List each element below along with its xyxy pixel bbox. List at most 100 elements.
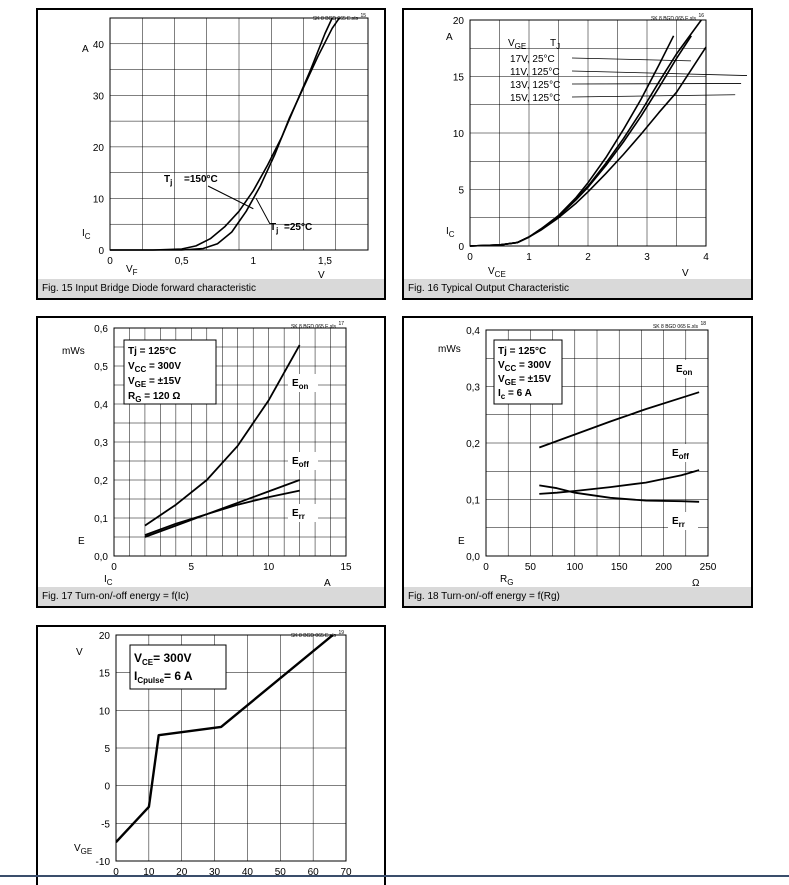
condition-1: Tj = 125°C: [498, 346, 546, 357]
x-tick-label: 10: [263, 562, 275, 573]
series-line-2: [110, 17, 340, 251]
y-unit-label: mWs: [62, 346, 85, 357]
chart-fig19: 0 10 20 30 40 50 60 70 -10 -5 0 5 10 15 20 SK 8 BGD 065…: [74, 630, 352, 878]
series-label-bg: [668, 512, 698, 530]
x-tick-label: 0,5: [175, 256, 189, 267]
y-tick-label: 0,2: [94, 476, 108, 487]
x-unit-label: V: [318, 270, 325, 280]
y-tick-label: 10: [453, 129, 465, 140]
x-tick-label: 50: [275, 867, 287, 878]
y-tick-label: 0,0: [466, 552, 480, 563]
source-label: SK 8 BGD 065 E.xls: [313, 16, 359, 22]
x-unit-label: A: [324, 578, 331, 588]
y-tick-label: 20: [99, 631, 111, 642]
series-label-2-value: =25°C: [284, 222, 312, 233]
y-tick-label: -5: [101, 819, 110, 830]
legend-row-4: 15V, 125°C: [510, 93, 560, 104]
chart-fig18: 0 50 100 150 200 250 0,0 0,1 0,2 0,3 0,4 SK 8 BGD 0…: [438, 321, 717, 588]
x-axis-label: IC: [104, 574, 113, 587]
series-line-1: [110, 17, 333, 251]
condition-3: VGE = ±15V: [128, 376, 181, 389]
condition-4: RG = 120 Ω: [128, 391, 180, 404]
y-axis-label: IC: [82, 228, 91, 241]
chart-panel-fig17: 0 5 10 15 0,0 0,1 0,2 0,3 0,4 0,5 0,6 SK 8 BGD 065 …: [36, 316, 386, 608]
legend-leader-4: [571, 94, 736, 98]
condition-2: VCC = 300V: [498, 360, 551, 373]
x-tick-label: 40: [242, 867, 254, 878]
x-tick-label: 30: [209, 867, 221, 878]
series-label-bg: [288, 504, 318, 522]
series-label-3: Err: [672, 516, 685, 529]
y-tick-label: 40: [93, 40, 105, 51]
x-tick-label: 0: [111, 562, 117, 573]
conditions-box: [493, 339, 563, 405]
x-tick-label: 4: [703, 252, 709, 263]
series-line-1: [469, 35, 675, 247]
chart-fig15: 0 0,5 1 1,5 0 10 20 30 40 SK 8 BGD 065 E.xls 15 A IC…: [82, 13, 369, 280]
x-tick-label: 250: [700, 562, 717, 573]
y-axis-label: IC: [446, 226, 455, 239]
y-tick-label: 20: [453, 16, 465, 27]
y-tick-label: 15: [453, 73, 465, 84]
figure-number: 18: [700, 321, 706, 327]
caption-fig17: Fig. 17 Turn-on/-off energy = f(Ic): [38, 587, 384, 606]
series-line-2: [144, 479, 300, 536]
series-line-3: [144, 489, 300, 538]
chart-panel-fig16: 0 1 2 3 4 0 5 10 15 20 SK 8 BGD 065 E.xls 16 A IC VCE V…: [402, 8, 753, 300]
plot-frame: [113, 327, 347, 557]
y-unit-label: V: [76, 647, 83, 658]
figure-number: 16: [698, 13, 704, 19]
series-label-bg: [288, 374, 318, 392]
y-tick-label: 30: [93, 91, 105, 102]
x-tick-label: 60: [308, 867, 320, 878]
condition-1: VCE= 300V: [134, 651, 192, 667]
conditions-box: [123, 339, 217, 405]
conditions-box: [129, 644, 227, 690]
annot-leader-2: [255, 198, 271, 225]
source-label: SK 8 BGD 065 E.xls: [651, 16, 697, 22]
x-tick-label: 3: [644, 252, 650, 263]
x-tick-label: 10: [143, 867, 155, 878]
y-tick-label: 10: [93, 194, 105, 205]
x-tick-label: 15: [340, 562, 352, 573]
y-tick-label: 0: [104, 782, 110, 793]
chart-panel-fig19: 0 10 20 30 40 50 60 70 -10 -5 0 5 10 15 20 SK 8 BGD 065…: [36, 625, 386, 885]
y-unit-label: A: [446, 32, 453, 43]
y-tick-label: 0,3: [466, 383, 480, 394]
y-axis-label: E: [78, 536, 85, 547]
x-tick-label: 20: [176, 867, 188, 878]
series-label-1: Eon: [292, 378, 309, 391]
y-tick-label: 0,5: [94, 362, 108, 373]
x-tick-label: 100: [566, 562, 583, 573]
caption-fig16: Fig. 16 Typical Output Characteristic: [404, 279, 751, 298]
y-unit-label: A: [82, 44, 89, 55]
x-tick-label: 200: [655, 562, 672, 573]
y-tick-label: 0,3: [94, 438, 108, 449]
series-label-2: Eoff: [292, 456, 309, 469]
y-tick-label: 0,6: [94, 324, 108, 335]
series-label-bg: [672, 360, 702, 378]
x-tick-label: 0: [467, 252, 473, 263]
y-tick-label: 0,0: [94, 552, 108, 563]
condition-4: Ic = 6 A: [498, 388, 532, 401]
x-axis-label: VCE: [488, 266, 506, 279]
legend-leader-2: [571, 70, 748, 76]
x-tick-label: 50: [525, 562, 537, 573]
condition-1: Tj = 125°C: [128, 346, 176, 357]
series-line-1: [538, 391, 700, 449]
caption-fig15: Fig. 15 Input Bridge Diode forward chara…: [38, 279, 384, 298]
y-tick-label: 0,1: [466, 496, 480, 507]
series-label-3: Err: [292, 508, 305, 521]
x-tick-label: 5: [189, 562, 195, 573]
y-tick-label: 0,1: [94, 514, 108, 525]
x-tick-label: 150: [611, 562, 628, 573]
y-tick-label: 0: [458, 242, 464, 253]
legend-leader-1: [571, 57, 691, 62]
plot-frame: [109, 17, 369, 251]
y-tick-label: 0,2: [466, 439, 480, 450]
series-label-2: Eoff: [672, 448, 689, 461]
y-tick-label: 5: [458, 186, 464, 197]
y-tick-label: 0,4: [94, 400, 108, 411]
y-tick-label: 0,4: [466, 326, 480, 337]
y-tick-label: 5: [104, 744, 110, 755]
